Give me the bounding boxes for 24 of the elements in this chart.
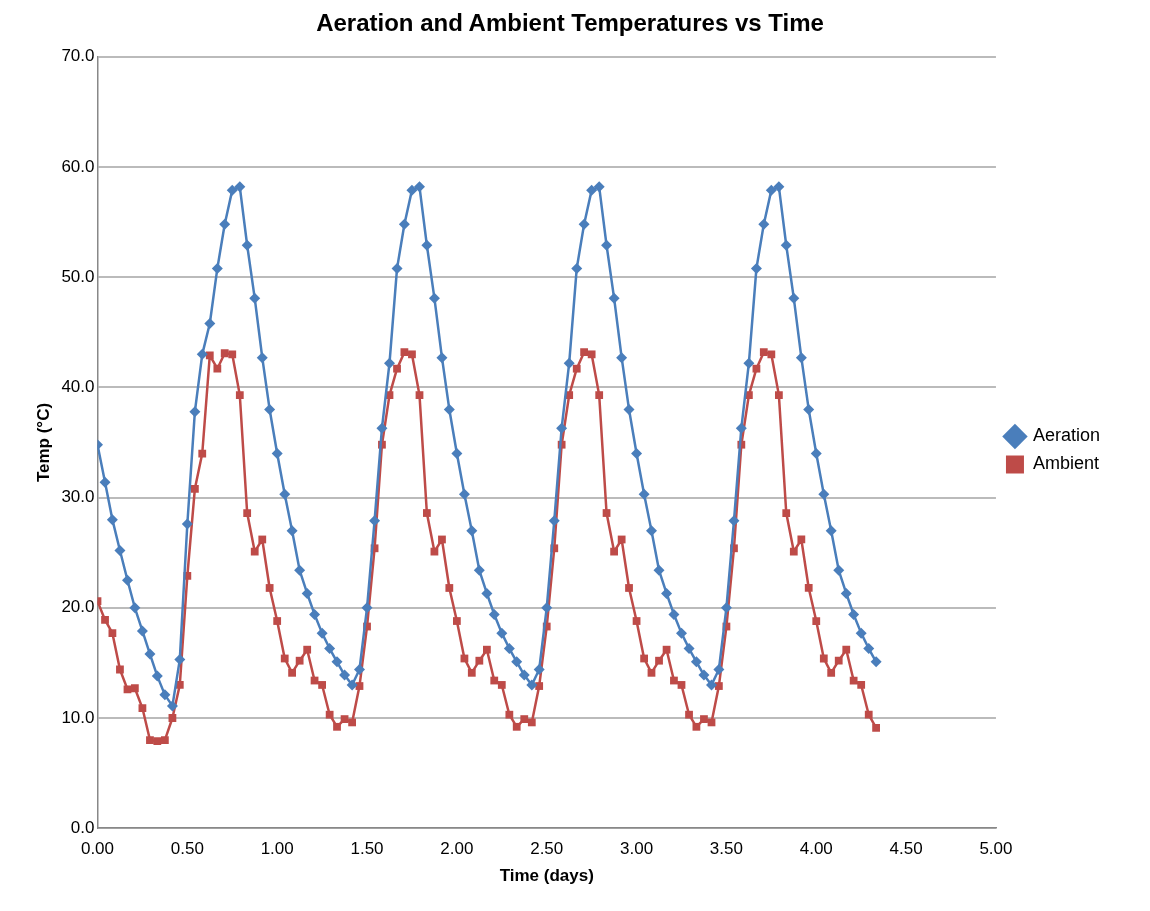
y-tick-label: 0.0 — [70, 817, 95, 837]
x-tick-label: 2.00 — [440, 839, 474, 859]
x-tick-label: 1.50 — [350, 839, 384, 859]
legend-label: Aeration — [1032, 425, 1100, 446]
x-tick-label: 4.50 — [889, 839, 923, 859]
y-tick-label: 30.0 — [61, 487, 95, 507]
y-tick-label: 10.0 — [61, 707, 95, 727]
y-tick-label: 70.0 — [61, 46, 95, 66]
x-axis-title: Time (days) — [499, 866, 594, 886]
x-tick-label: 4.00 — [799, 839, 833, 859]
x-tick-label: 0.00 — [80, 839, 115, 859]
y-tick-label: 50.0 — [61, 266, 95, 286]
x-tick-label: 3.50 — [709, 839, 743, 859]
y-tick-label: 60.0 — [61, 156, 95, 176]
y-tick-label: 40.0 — [61, 377, 95, 397]
x-tick-label: 1.00 — [260, 839, 294, 859]
legend-label: Ambient — [1032, 453, 1099, 474]
y-tick-label: 20.0 — [61, 597, 95, 617]
x-tick-label: 3.00 — [620, 839, 654, 859]
x-tick-label: 0.50 — [170, 839, 204, 859]
x-tick-label: 2.50 — [530, 839, 564, 859]
chart-title: Aeration and Ambient Temperatures vs Time — [316, 9, 824, 37]
y-axis-title: Temp (°C) — [33, 402, 53, 483]
x-tick-label: 5.00 — [979, 839, 1013, 859]
